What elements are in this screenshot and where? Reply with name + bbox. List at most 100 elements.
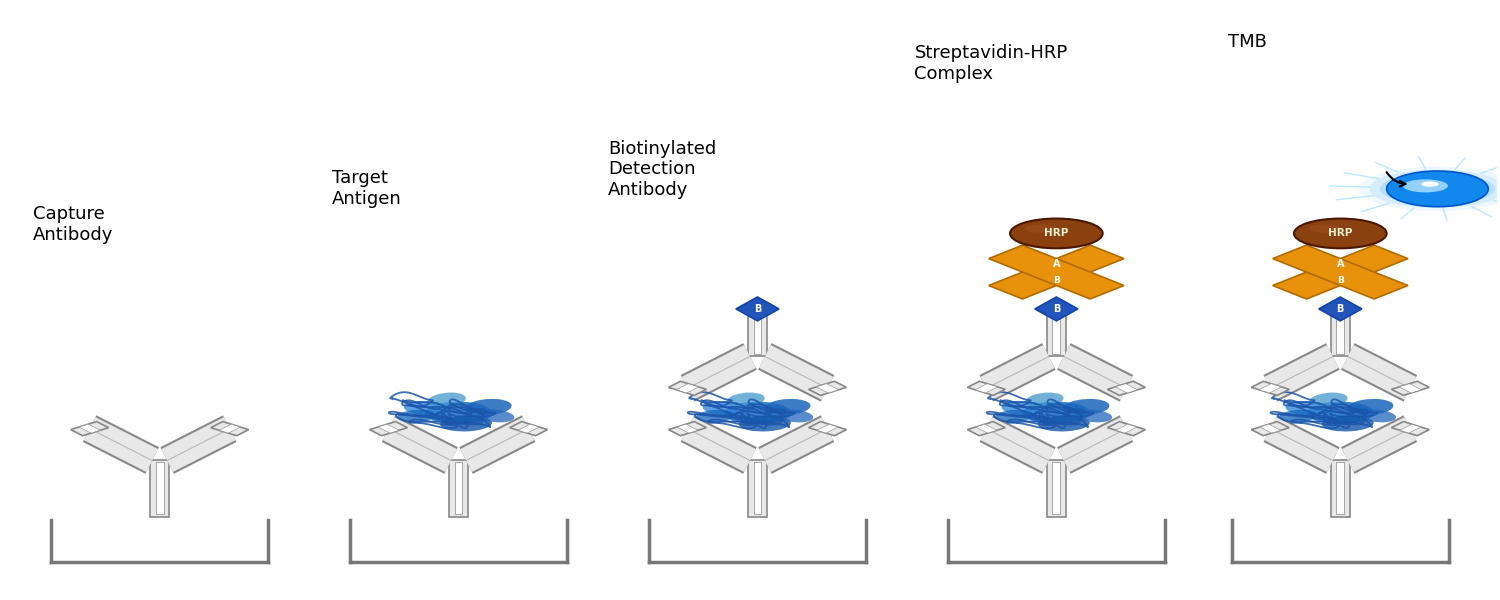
Ellipse shape [1420, 181, 1438, 187]
Text: B: B [1053, 304, 1060, 314]
Text: Streptavidin-HRP
Complex: Streptavidin-HRP Complex [915, 44, 1068, 83]
Polygon shape [676, 424, 698, 433]
Bar [753, 462, 762, 514]
Ellipse shape [1076, 409, 1112, 422]
Polygon shape [1116, 424, 1137, 433]
Bar [748, 461, 766, 517]
Ellipse shape [724, 401, 790, 424]
Polygon shape [1272, 245, 1408, 299]
Polygon shape [975, 383, 998, 393]
Ellipse shape [726, 392, 765, 407]
Text: Biotinylated
Detection
Antibody: Biotinylated Detection Antibody [608, 140, 717, 199]
Ellipse shape [1380, 172, 1496, 205]
Ellipse shape [1023, 401, 1090, 424]
Ellipse shape [740, 416, 790, 431]
Bar [1053, 314, 1060, 353]
Text: A: A [1053, 259, 1060, 269]
Polygon shape [1035, 297, 1078, 321]
Bar [150, 461, 170, 517]
Bar [1330, 312, 1350, 356]
Polygon shape [1260, 424, 1281, 433]
Polygon shape [510, 422, 548, 436]
Ellipse shape [1310, 392, 1347, 407]
Ellipse shape [1390, 175, 1485, 202]
Bar [1336, 314, 1344, 353]
Polygon shape [1251, 381, 1288, 395]
Ellipse shape [1386, 171, 1488, 206]
Text: B: B [754, 304, 760, 314]
Polygon shape [968, 381, 1005, 395]
Polygon shape [669, 381, 706, 395]
Bar [454, 462, 462, 514]
Polygon shape [676, 383, 699, 393]
Polygon shape [80, 424, 100, 433]
Ellipse shape [696, 410, 735, 422]
Ellipse shape [1370, 170, 1500, 208]
Polygon shape [219, 424, 240, 433]
Bar [1336, 462, 1344, 514]
Ellipse shape [1294, 218, 1386, 248]
Polygon shape [1400, 383, 1422, 393]
Polygon shape [1114, 383, 1137, 393]
Polygon shape [988, 245, 1124, 299]
Ellipse shape [1286, 401, 1329, 416]
Text: B: B [1053, 276, 1060, 285]
Polygon shape [988, 245, 1124, 299]
Ellipse shape [1010, 218, 1102, 248]
Text: HRP: HRP [1328, 229, 1353, 238]
Ellipse shape [1038, 416, 1090, 431]
Text: A: A [1336, 259, 1344, 269]
Text: Target
Antigen: Target Antigen [332, 169, 402, 208]
Polygon shape [1258, 383, 1281, 393]
Polygon shape [369, 422, 408, 436]
Bar [1053, 462, 1060, 514]
Polygon shape [808, 381, 846, 395]
Ellipse shape [1347, 399, 1394, 415]
Ellipse shape [1359, 409, 1396, 422]
Ellipse shape [477, 409, 514, 422]
Polygon shape [976, 424, 998, 433]
Ellipse shape [1280, 410, 1317, 422]
Polygon shape [518, 424, 538, 433]
Ellipse shape [764, 399, 810, 415]
Polygon shape [1251, 422, 1288, 436]
Bar [156, 462, 164, 514]
Polygon shape [1392, 422, 1429, 436]
Polygon shape [736, 297, 778, 321]
Bar [748, 312, 766, 356]
Polygon shape [211, 422, 249, 436]
Ellipse shape [465, 399, 512, 415]
Polygon shape [70, 422, 108, 436]
Polygon shape [808, 422, 846, 436]
Polygon shape [1400, 424, 1420, 433]
Polygon shape [1392, 381, 1429, 395]
Ellipse shape [1002, 401, 1046, 416]
Ellipse shape [1310, 224, 1342, 233]
Polygon shape [818, 424, 839, 433]
Text: TMB: TMB [1228, 32, 1268, 50]
Polygon shape [1107, 381, 1146, 395]
Ellipse shape [398, 410, 436, 422]
Text: B: B [1336, 304, 1344, 314]
Polygon shape [1107, 422, 1146, 436]
Bar [753, 314, 762, 353]
Ellipse shape [1306, 401, 1374, 424]
Ellipse shape [1024, 392, 1063, 407]
Text: B: B [1336, 276, 1344, 285]
Ellipse shape [1322, 416, 1374, 431]
Polygon shape [1272, 245, 1408, 299]
Polygon shape [669, 422, 706, 436]
Ellipse shape [996, 410, 1033, 422]
Text: Capture
Antibody: Capture Antibody [33, 205, 112, 244]
Ellipse shape [427, 392, 466, 407]
Polygon shape [816, 383, 839, 393]
Polygon shape [378, 424, 399, 433]
Ellipse shape [702, 401, 747, 416]
Bar [448, 461, 468, 517]
Ellipse shape [404, 401, 447, 416]
Ellipse shape [1064, 399, 1110, 415]
Ellipse shape [440, 416, 492, 431]
Ellipse shape [1024, 224, 1057, 233]
Ellipse shape [1359, 167, 1500, 211]
Ellipse shape [777, 409, 813, 422]
